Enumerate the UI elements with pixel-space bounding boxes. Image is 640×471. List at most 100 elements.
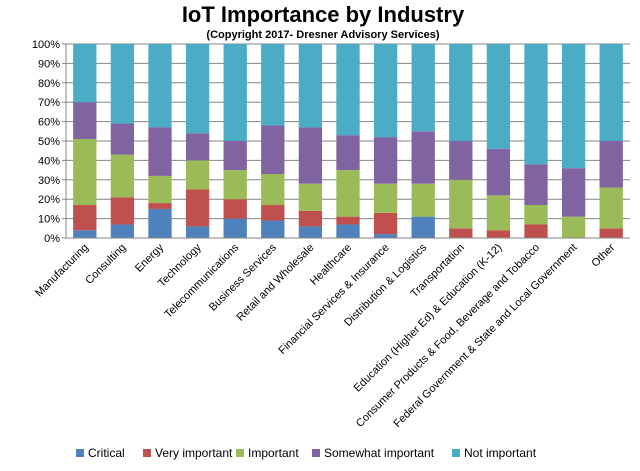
bar-segment <box>449 179 473 229</box>
bar-segment <box>336 135 360 171</box>
legend-label: Somewhat important <box>324 446 435 460</box>
y-axis-ticks: 0% 10% 20% 30% 40% 50% 60% 70% 80% 90% 100% <box>32 39 66 245</box>
bar-segment <box>411 131 435 184</box>
bar-segment <box>486 148 511 196</box>
bar-segment <box>261 44 285 126</box>
x-tick-label: Federal Government & State and Local Gov… <box>391 242 579 430</box>
bar-segment <box>486 195 511 231</box>
y-tick-label: 70% <box>38 97 60 109</box>
y-tick-label: 0% <box>44 233 60 245</box>
chart-subtitle: (Copyright 2017- Dresner Advisory Servic… <box>206 29 439 41</box>
legend-label: Very important <box>155 446 233 460</box>
bar-segment <box>449 228 473 238</box>
axes <box>65 44 630 239</box>
bar-segment <box>524 164 548 206</box>
bar-segment <box>336 44 360 136</box>
bar-segment <box>223 170 247 200</box>
bar-segment <box>261 173 285 206</box>
bar-segment <box>110 224 135 238</box>
bar-segment <box>298 44 323 128</box>
bar-segment <box>261 125 285 174</box>
bar-segment <box>411 44 435 132</box>
y-tick-label: 10% <box>38 214 60 226</box>
legend: Critical Very important Important Somewhat … <box>76 446 537 460</box>
x-tick-label: Business Services <box>207 241 279 313</box>
bar-segment <box>449 141 473 180</box>
bar-segment <box>411 216 435 238</box>
bar-segment <box>524 205 548 225</box>
bar-segment <box>599 228 623 238</box>
bar-segment <box>373 44 398 138</box>
y-tick-label: 60% <box>38 117 60 129</box>
bar-segment <box>110 123 135 155</box>
bar-segment <box>110 154 135 198</box>
bar-segment <box>185 189 210 227</box>
x-tick-label: Retail and Wholesale <box>235 242 317 324</box>
bar-segment <box>261 220 285 238</box>
legend-label: Important <box>248 446 299 460</box>
bar-segment <box>223 141 247 171</box>
bar-segment <box>524 44 548 165</box>
bar-segment <box>185 133 210 161</box>
bar-segment <box>298 183 323 211</box>
bar-segment <box>298 127 323 184</box>
bar-segment <box>411 183 435 217</box>
bar-segment <box>110 197 135 225</box>
legend-swatch <box>236 449 244 457</box>
bar-segment <box>148 175 172 204</box>
bar-segment <box>298 210 323 227</box>
bar-segment <box>261 205 285 221</box>
bar-segment <box>336 216 360 225</box>
bar-segment <box>148 127 172 176</box>
bar-segment <box>223 199 247 219</box>
legend-label: Critical <box>88 446 125 460</box>
y-tick-label: 90% <box>38 58 60 70</box>
legend-swatch <box>452 449 460 457</box>
bar-segment <box>336 224 360 238</box>
bar-segment <box>336 170 360 217</box>
bar-segment <box>73 44 97 103</box>
bar-segment <box>486 230 511 238</box>
y-tick-label: 30% <box>38 175 60 187</box>
bar-segment <box>73 139 97 206</box>
x-tick-label: Consulting <box>83 242 128 287</box>
bar-segment <box>148 208 172 238</box>
bar-segment <box>561 44 586 169</box>
x-tick-label: Energy <box>133 241 166 274</box>
bar-segment <box>524 224 548 238</box>
bar-segment <box>185 44 210 134</box>
y-tick-label: 40% <box>38 155 60 167</box>
bar-segment <box>298 226 323 238</box>
bar-segment <box>148 203 172 209</box>
bar-segment <box>73 102 97 140</box>
bar-segment <box>561 168 586 217</box>
y-tick-label: 50% <box>38 136 60 148</box>
bar-segment <box>373 137 398 184</box>
y-tick-label: 20% <box>38 194 60 206</box>
bar-segment <box>223 44 247 141</box>
legend-swatch <box>143 449 151 457</box>
bar-segment <box>73 230 97 238</box>
bars <box>73 44 623 238</box>
bar-segment <box>599 44 623 141</box>
bar-segment <box>110 44 135 124</box>
bar-segment <box>486 44 511 149</box>
bar-segment <box>561 216 586 238</box>
bar-segment <box>373 234 398 238</box>
x-tick-label: Consumer Products & Food, Beverage and T… <box>354 242 542 430</box>
bar-segment <box>373 183 398 213</box>
legend-label: Not important <box>464 446 537 460</box>
legend-swatch <box>76 449 84 457</box>
y-tick-label: 100% <box>32 39 60 51</box>
x-tick-label: Manufacturing <box>33 242 91 300</box>
bar-segment <box>373 212 398 235</box>
bar-segment <box>223 218 247 238</box>
chart-title: IoT Importance by Industry <box>182 2 465 27</box>
x-tick-label: Other <box>589 241 617 269</box>
bar-segment <box>599 187 623 229</box>
bar-segment <box>148 44 172 128</box>
legend-swatch <box>312 449 320 457</box>
bar-segment <box>185 160 210 190</box>
